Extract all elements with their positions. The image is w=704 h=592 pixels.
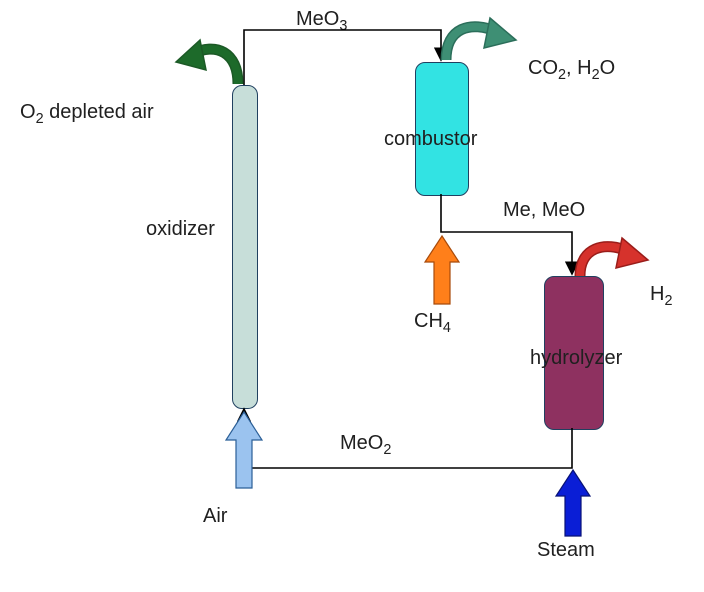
oxidizer-label: oxidizer [146,218,215,241]
output-co2-h2o-label: CO2, H2O [528,57,615,83]
output-o2-depleted-label: O2 depleted air [20,101,154,127]
inlet-arrow-steam [556,470,590,536]
output-h2-label: H2 [650,283,672,309]
stream-meo3-label: MeO3 [296,8,347,34]
combustor-label: combustor [384,128,477,151]
inlet-arrow-ch4 [425,236,459,304]
stream-me-meo-label: Me, MeO [503,199,585,222]
curved-arrow-oxidizer-out [176,40,238,84]
inlet-steam-label: Steam [537,539,595,562]
inlet-air-label: Air [203,505,227,528]
pipe-oxidizer-to-combustor [244,30,441,85]
stream-meo2-label: MeO2 [340,432,391,458]
pipe-hydrolyzer-to-oxidizer [244,412,572,468]
inlet-ch4-label: CH4 [414,310,451,336]
curved-arrow-combustor-out [446,18,516,60]
oxidizer-reactor [232,85,258,409]
inlet-arrow-air [226,412,262,488]
hydrolyzer-label: hydrolyzer [530,347,622,370]
curved-arrow-hydrolyzer-out [580,238,648,276]
